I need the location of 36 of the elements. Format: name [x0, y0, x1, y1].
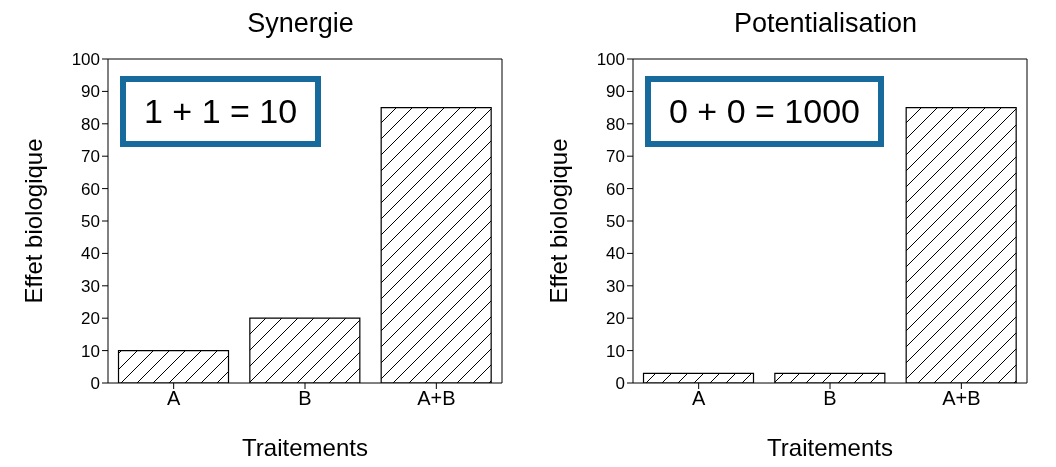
- y-tick-label: 60: [606, 179, 625, 199]
- y-tick-label: 70: [606, 147, 625, 167]
- y-tick-label: 80: [81, 114, 100, 134]
- y-tick-label: 20: [81, 309, 100, 329]
- y-tick-label: 10: [606, 341, 625, 361]
- x-tick-label: A: [166, 387, 181, 410]
- x-axis-title: Traitements: [767, 434, 893, 461]
- framed-equation: 1 + 1 = 10: [120, 76, 322, 147]
- y-tick-label: 50: [606, 212, 625, 232]
- y-axis-title: Effet biologique: [544, 138, 572, 304]
- y-axis-title: Effet biologique: [19, 138, 47, 304]
- y-tick-label: 30: [606, 276, 625, 296]
- x-tick-label: B: [298, 387, 312, 410]
- x-tick-label: B: [823, 387, 837, 410]
- chart-title: Synergie: [246, 8, 355, 40]
- x-tick-label: A+B: [942, 387, 981, 410]
- y-tick-label: 70: [81, 147, 100, 167]
- y-tick-label: 0: [90, 374, 100, 394]
- y-tick-label: 10: [81, 341, 100, 361]
- y-tick-label: 100: [596, 50, 625, 70]
- y-tick-label: 50: [81, 212, 100, 232]
- x-tick-label: A: [691, 387, 706, 410]
- y-tick-label: 40: [606, 244, 625, 264]
- y-tick-label: 80: [606, 114, 625, 134]
- y-tick-label: 100: [71, 50, 100, 70]
- x-tick-label: A+B: [417, 387, 456, 410]
- framed-equation: 0 + 0 = 1000: [645, 76, 884, 147]
- y-tick-label: 60: [81, 179, 100, 199]
- y-tick-label: 40: [81, 244, 100, 264]
- y-tick-label: 20: [606, 309, 625, 329]
- y-tick-label: 30: [81, 276, 100, 296]
- y-tick-label: 90: [81, 82, 100, 102]
- chart-title: Potentialisation: [732, 8, 919, 40]
- y-tick-label: 90: [606, 82, 625, 102]
- y-tick-label: 0: [615, 374, 625, 394]
- x-axis-title: Traitements: [242, 434, 368, 461]
